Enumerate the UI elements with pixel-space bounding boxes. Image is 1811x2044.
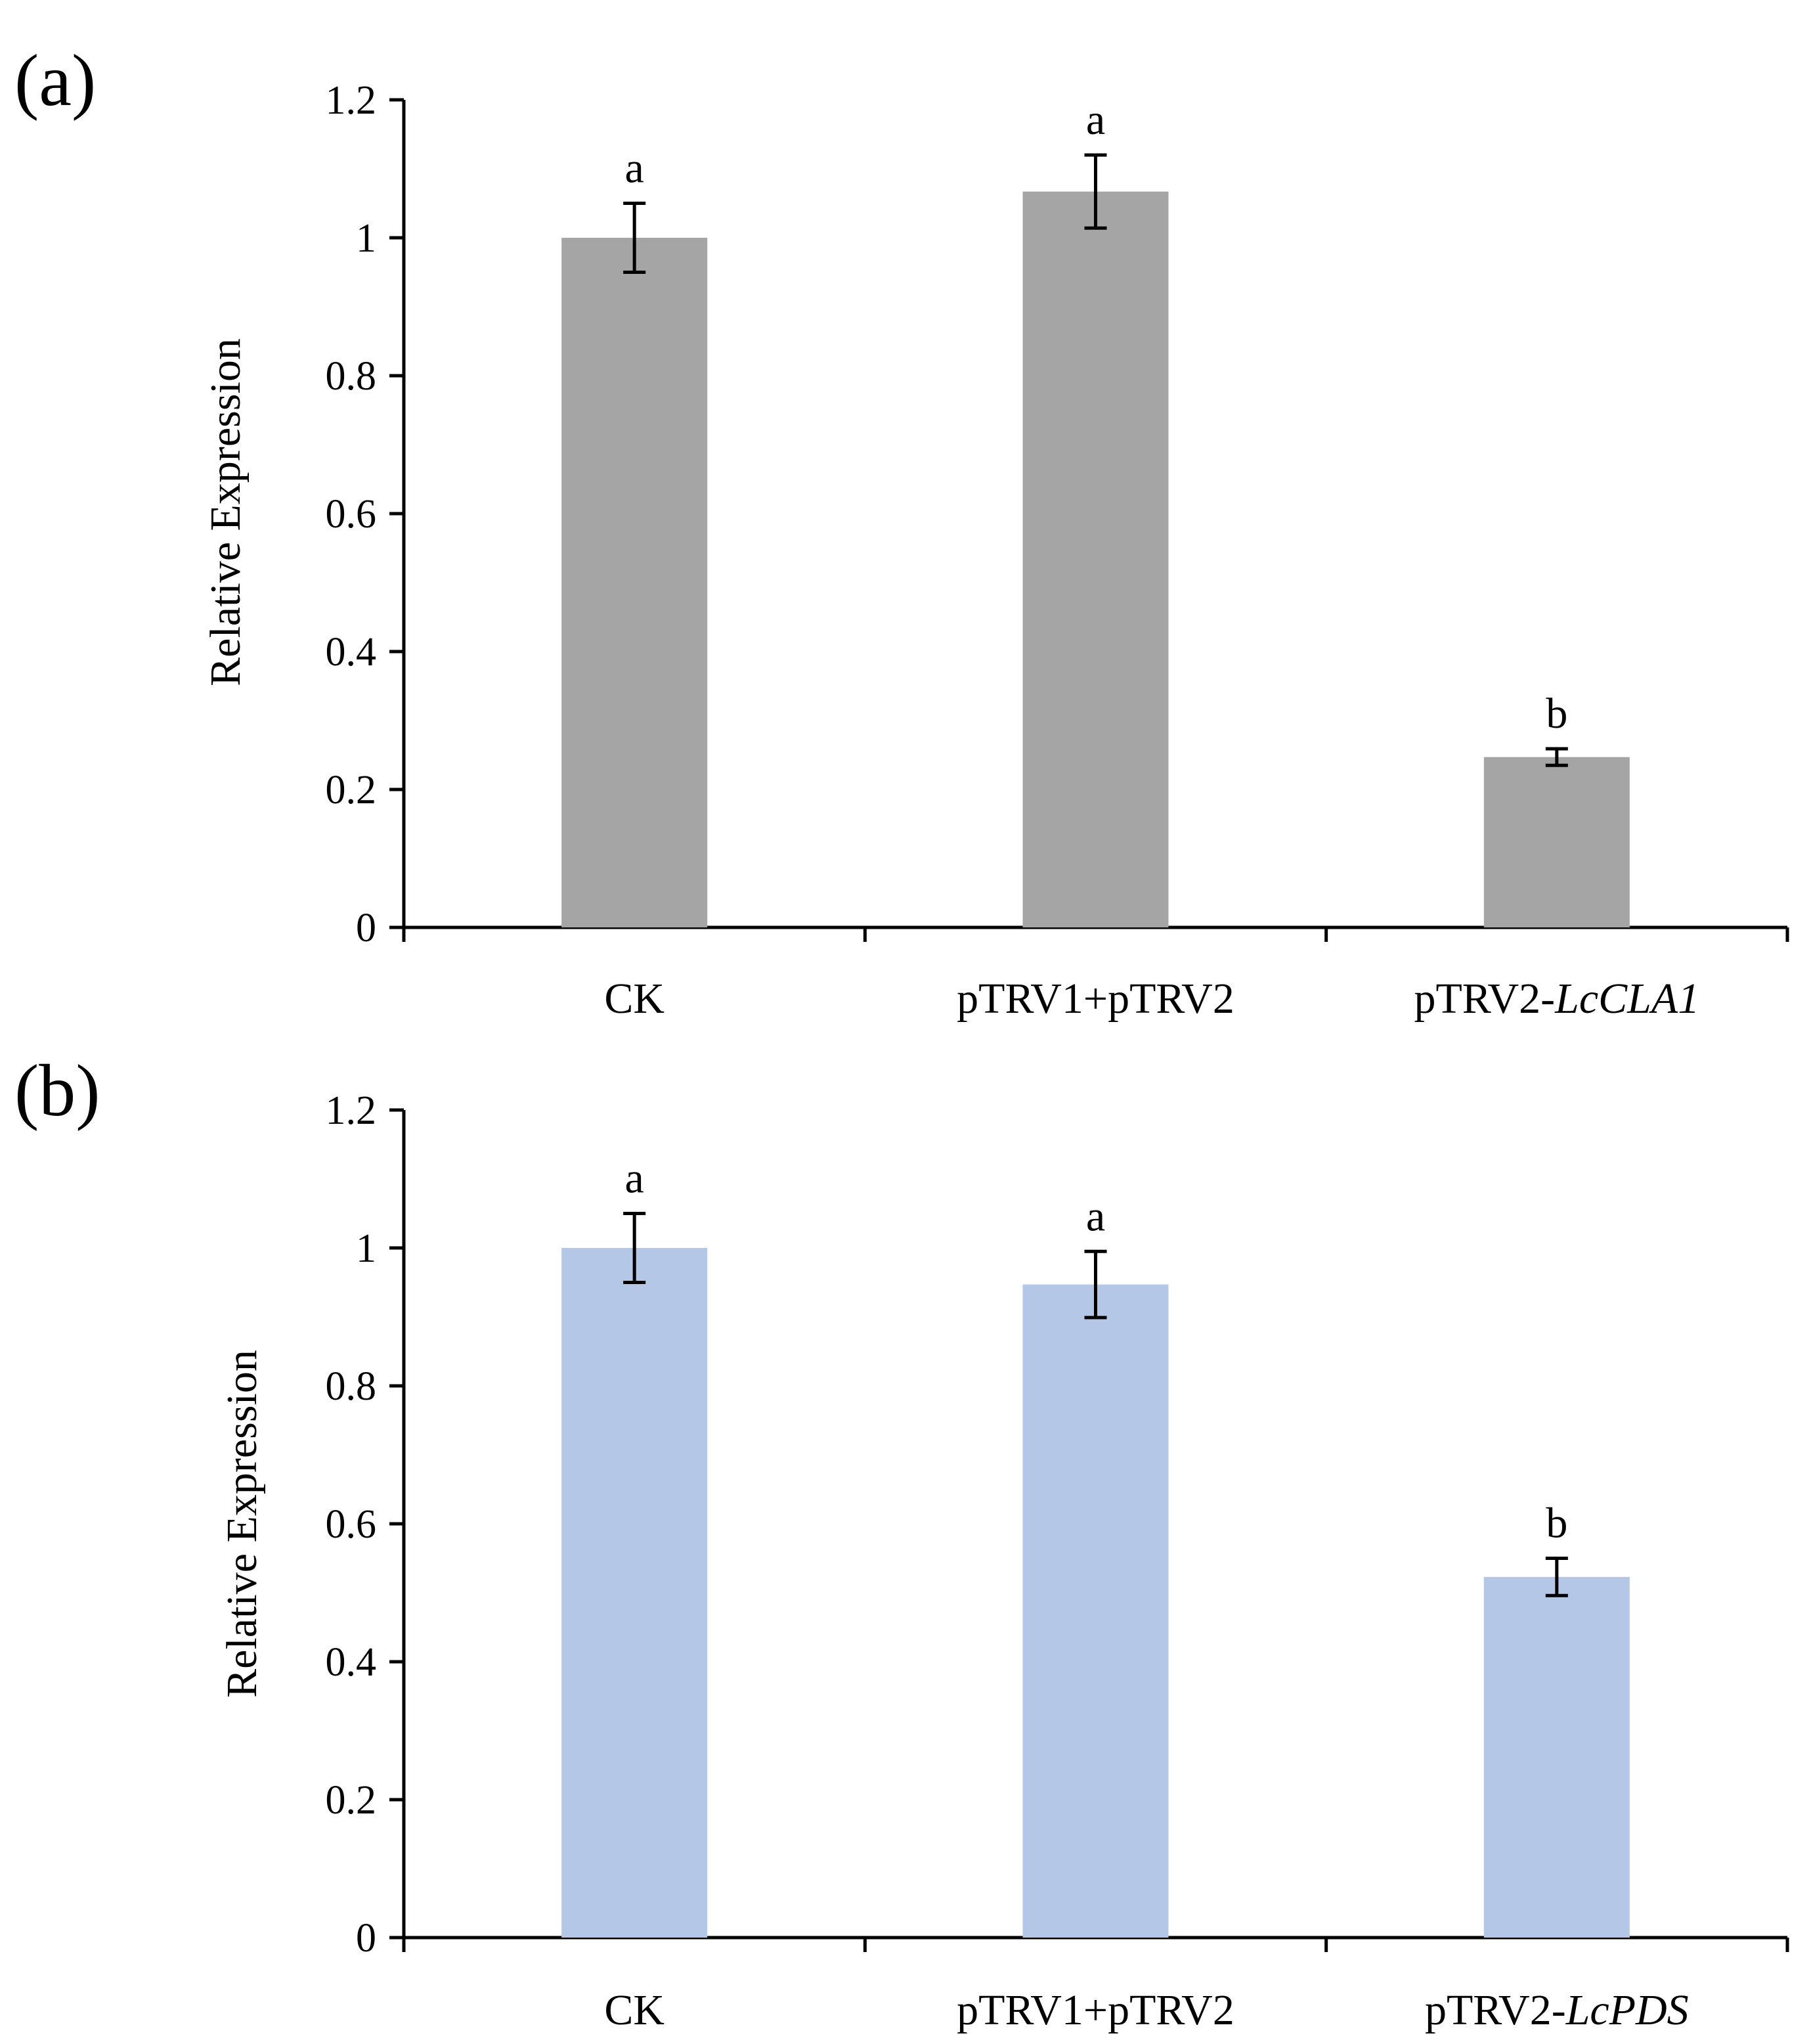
y-tick-label: 0.6 xyxy=(326,1502,377,1547)
y-axis-title: Relative Expression xyxy=(218,1350,266,1698)
category-label: CK xyxy=(604,1986,665,2034)
y-tick-label: 1 xyxy=(356,216,376,261)
significance-label: a xyxy=(1086,96,1105,144)
bar xyxy=(1483,757,1630,927)
y-tick-label: 0 xyxy=(356,906,376,950)
y-tick-label: 1.2 xyxy=(326,1088,377,1133)
y-tick-label: 0.6 xyxy=(326,492,377,537)
panel-label: (a) xyxy=(14,40,96,122)
category-label: CK xyxy=(604,975,665,1023)
y-tick-label: 0 xyxy=(356,1916,376,1961)
y-tick-label: 0.4 xyxy=(326,630,377,675)
plot-area: 0 0.2 0.4 0.6 0.8 1 1.2 a CK a pTRV1+pTRV2 b pTRV2-L… xyxy=(326,78,1789,1023)
y-tick-label: 0.2 xyxy=(326,1778,377,1823)
y-tick-label: 0.4 xyxy=(326,1640,377,1685)
category-label: pTRV2-LcCLA1 xyxy=(1414,975,1699,1023)
bar xyxy=(1022,1284,1169,1938)
significance-label: a xyxy=(625,144,644,192)
y-tick-label: 0.8 xyxy=(326,354,377,399)
bar xyxy=(1483,1576,1630,1938)
y-tick-label: 1 xyxy=(356,1226,376,1271)
y-tick-label: 0.8 xyxy=(326,1364,377,1409)
category-label: pTRV1+pTRV2 xyxy=(957,1986,1234,2034)
panel-a: (a) Relative Expression 0 0.2 0.4 0.6 0.8 1 1.… xyxy=(14,40,1789,1023)
bar xyxy=(561,1248,708,1938)
panel-b: (b) Relative Expression 0 0.2 0.4 0.6 0.8 1 1.… xyxy=(14,1050,1789,2034)
bar xyxy=(1022,191,1169,927)
y-tick-label: 0.2 xyxy=(326,768,377,812)
bar xyxy=(561,238,708,927)
category-label: pTRV2-LcPDS xyxy=(1425,1986,1689,2034)
plot-area: 0 0.2 0.4 0.6 0.8 1 1.2 a CK a pTRV1+pTRV2 b pTRV2-L… xyxy=(326,1088,1789,2034)
y-tick-label: 1.2 xyxy=(326,78,377,123)
y-axis-title: Relative Expression xyxy=(202,338,250,686)
category-label: pTRV1+pTRV2 xyxy=(957,975,1234,1023)
panel-label: (b) xyxy=(14,1050,100,1132)
significance-label: b xyxy=(1546,1500,1567,1547)
significance-label: b xyxy=(1546,690,1567,738)
significance-label: a xyxy=(625,1155,644,1203)
significance-label: a xyxy=(1086,1192,1105,1240)
